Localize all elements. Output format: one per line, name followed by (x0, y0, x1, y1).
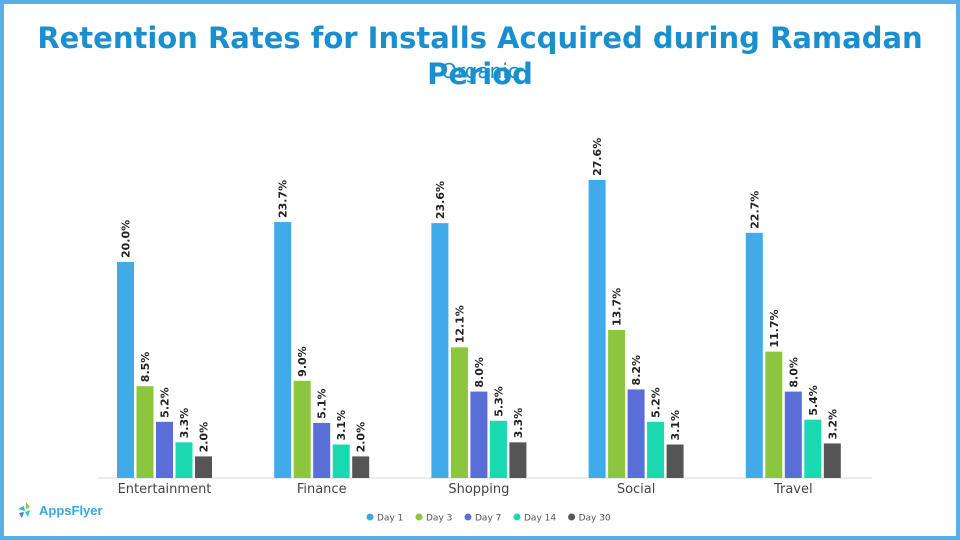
bar-social-day1 (588, 179, 606, 479)
data-label: 8.2% (630, 355, 643, 386)
bar-social-day7 (627, 389, 645, 478)
bar-shopping-day3 (450, 347, 468, 478)
bar-finance-day7 (313, 422, 331, 478)
appsflyer-logo-text: AppsFlyer (39, 502, 103, 518)
legend-label: Day 14 (524, 514, 556, 524)
data-label: 13.7% (611, 288, 624, 326)
bar-shopping-day14 (489, 420, 507, 478)
bar-finance-day1 (274, 222, 292, 478)
data-label: 8.5% (139, 352, 152, 383)
data-label: 11.7% (768, 309, 781, 347)
legend-label: Day 3 (426, 514, 452, 524)
data-label: 5.4% (807, 385, 820, 416)
data-label: 5.2% (650, 387, 663, 418)
data-label: 20.0% (120, 220, 133, 258)
legend-label: Day 30 (579, 514, 611, 524)
data-label: 2.0% (355, 422, 368, 453)
bar-entertainment-day7 (156, 421, 173, 478)
legend-label: Day 7 (475, 514, 501, 524)
data-label: 23.7% (277, 180, 290, 218)
legend-marker (568, 513, 576, 521)
data-label: 22.7% (748, 191, 761, 229)
category-label: Shopping (448, 482, 509, 497)
bar-shopping-day7 (470, 391, 488, 478)
data-label: 3.3% (512, 408, 525, 439)
category-label: Finance (297, 482, 347, 497)
chart-title: Retention Rates for Installs Acquired du… (37, 21, 923, 91)
bar-finance-day3 (293, 380, 311, 478)
data-label: 8.0% (473, 357, 486, 388)
bar-shopping-day30 (509, 442, 527, 478)
data-label: 5.2% (159, 387, 172, 418)
data-label: 5.1% (316, 388, 329, 419)
category-label: Entertainment (118, 482, 212, 497)
bar-social-day30 (666, 444, 684, 478)
bar-entertainment-day30 (195, 456, 212, 478)
bar-entertainment-day14 (175, 442, 193, 478)
data-label: 5.3% (492, 386, 505, 417)
legend-marker (415, 513, 423, 521)
chart-subtitle: Organic (441, 59, 519, 83)
bar-travel-day30 (823, 443, 841, 478)
bar-entertainment-day1 (117, 262, 134, 478)
bar-travel-day1 (745, 232, 763, 478)
data-label: 12.1% (453, 305, 466, 343)
category-label: Travel (773, 482, 813, 497)
data-label: 27.6% (591, 138, 604, 176)
data-label: 23.6% (434, 181, 447, 219)
bar-travel-day7 (784, 391, 802, 478)
appsflyer-logo: AppsFlyer (16, 500, 103, 520)
bar-travel-day14 (804, 419, 822, 478)
bar-travel-day3 (765, 351, 783, 478)
data-label: 9.0% (296, 346, 309, 377)
bar-social-day14 (647, 421, 665, 478)
category-label: Social (617, 482, 656, 497)
bar-shopping-day1 (431, 223, 449, 478)
data-label: 3.3% (178, 408, 191, 439)
bar-social-day3 (608, 330, 626, 478)
legend-marker (513, 513, 521, 521)
data-label: 2.0% (198, 422, 211, 453)
data-label: 3.1% (669, 410, 682, 441)
data-label: 3.1% (335, 410, 348, 441)
data-label: 8.0% (787, 357, 800, 388)
legend-marker (366, 513, 374, 521)
bar-finance-day14 (332, 444, 350, 478)
data-label: 3.2% (826, 409, 839, 440)
appsflyer-logo-icon (18, 502, 30, 518)
bar-finance-day30 (352, 456, 370, 478)
bar-entertainment-day3 (136, 386, 154, 478)
legend-marker (464, 513, 472, 521)
legend-label: Day 1 (377, 514, 403, 524)
